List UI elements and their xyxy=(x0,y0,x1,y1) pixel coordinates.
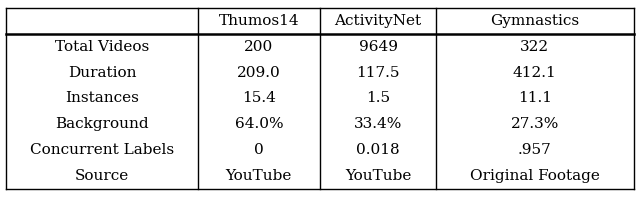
Text: 200: 200 xyxy=(244,40,273,54)
Text: 0: 0 xyxy=(254,143,264,157)
Text: 1.5: 1.5 xyxy=(366,91,390,106)
Text: 64.0%: 64.0% xyxy=(234,117,283,131)
Text: Total Videos: Total Videos xyxy=(55,40,149,54)
Text: 27.3%: 27.3% xyxy=(511,117,559,131)
Text: .957: .957 xyxy=(518,143,552,157)
Text: Thumos14: Thumos14 xyxy=(218,14,299,28)
Text: 11.1: 11.1 xyxy=(518,91,552,106)
Text: 0.018: 0.018 xyxy=(356,143,400,157)
Text: 322: 322 xyxy=(520,40,549,54)
Text: Concurrent Labels: Concurrent Labels xyxy=(30,143,174,157)
Text: Original Footage: Original Footage xyxy=(470,169,600,183)
Text: Background: Background xyxy=(55,117,149,131)
Text: Source: Source xyxy=(75,169,129,183)
Text: 412.1: 412.1 xyxy=(513,66,557,80)
Text: 33.4%: 33.4% xyxy=(354,117,402,131)
Text: 9649: 9649 xyxy=(358,40,397,54)
Text: 15.4: 15.4 xyxy=(242,91,276,106)
Text: Duration: Duration xyxy=(68,66,136,80)
Text: Instances: Instances xyxy=(65,91,139,106)
Text: ActivityNet: ActivityNet xyxy=(335,14,422,28)
Text: 209.0: 209.0 xyxy=(237,66,281,80)
Text: YouTube: YouTube xyxy=(226,169,292,183)
Text: 117.5: 117.5 xyxy=(356,66,400,80)
Text: Gymnastics: Gymnastics xyxy=(490,14,579,28)
Text: YouTube: YouTube xyxy=(345,169,412,183)
